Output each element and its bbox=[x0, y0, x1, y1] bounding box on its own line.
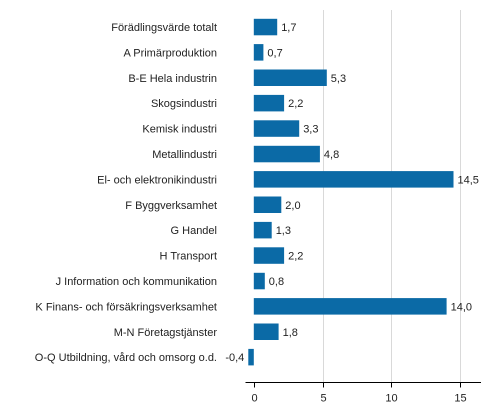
bar-2 bbox=[253, 69, 327, 86]
value-label-10: 0,8 bbox=[269, 276, 284, 288]
bar-10 bbox=[253, 272, 265, 290]
x-tick-label-0: 0 bbox=[251, 393, 257, 405]
category-label-9: H Transport bbox=[160, 251, 217, 263]
bar-12 bbox=[253, 323, 279, 340]
bar-11 bbox=[253, 298, 447, 315]
bar-8 bbox=[253, 221, 272, 239]
category-label-7: F Byggverksamhet bbox=[125, 200, 217, 212]
category-label-8: G Handel bbox=[171, 225, 217, 237]
bar-7 bbox=[253, 196, 282, 213]
category-label-6: El- och elektronikindustri bbox=[97, 174, 217, 186]
category-label-1: A Primärproduktion bbox=[123, 47, 217, 59]
category-label-0: Förädlingsvärde totalt bbox=[111, 22, 217, 34]
value-label-4: 3,3 bbox=[303, 124, 318, 136]
value-label-5: 4,8 bbox=[324, 149, 339, 161]
value-label-2: 5,3 bbox=[331, 73, 346, 85]
x-axis: 0 5 10 15 bbox=[245, 382, 481, 405]
value-label-13: -0,4 bbox=[225, 352, 244, 364]
value-label-9: 2,2 bbox=[288, 251, 303, 263]
bar-0 bbox=[253, 18, 278, 36]
x-tick-label-15: 15 bbox=[454, 393, 466, 405]
category-label-4: Kemisk industri bbox=[142, 124, 217, 136]
bar-9 bbox=[253, 247, 285, 264]
x-tick-label-10: 10 bbox=[385, 393, 397, 405]
bar-13 bbox=[248, 348, 254, 366]
value-label-6: 14,5 bbox=[458, 174, 479, 186]
category-label-13: O-Q Utbildning, vård och omsorg o.d. bbox=[35, 352, 217, 364]
value-label-7: 2,0 bbox=[285, 200, 300, 212]
category-label-12: M-N Företagstjänster bbox=[114, 327, 218, 339]
category-label-2: B-E Hela industrin bbox=[128, 73, 217, 85]
category-label-3: Skogsindustri bbox=[151, 98, 217, 110]
bar-4 bbox=[253, 120, 300, 137]
value-labels: 1,7 0,7 5,3 2,2 3,3 4,8 14,5 2,0 1,3 2,2 0,8 14,0 1,… bbox=[225, 22, 479, 364]
bar-6 bbox=[253, 171, 454, 188]
category-labels: Förädlingsvärde totalt A Primärproduktion… bbox=[35, 22, 218, 364]
value-label-0: 1,7 bbox=[281, 22, 296, 34]
category-label-10: J Information och kommunikation bbox=[56, 276, 217, 288]
value-label-12: 1,8 bbox=[283, 327, 298, 339]
gridlines bbox=[323, 10, 461, 383]
value-label-1: 0,7 bbox=[267, 47, 282, 59]
category-label-11: K Finans- och försäkringsverksamhet bbox=[35, 301, 217, 313]
bars bbox=[248, 18, 454, 366]
value-label-3: 2,2 bbox=[288, 98, 303, 110]
category-label-5: Metallindustri bbox=[152, 149, 217, 161]
value-label-11: 14,0 bbox=[451, 301, 472, 313]
x-tick-label-5: 5 bbox=[320, 393, 326, 405]
bar-5 bbox=[253, 145, 320, 163]
value-label-8: 1,3 bbox=[276, 225, 291, 237]
bar-3 bbox=[253, 94, 285, 112]
bar-1 bbox=[253, 44, 264, 61]
